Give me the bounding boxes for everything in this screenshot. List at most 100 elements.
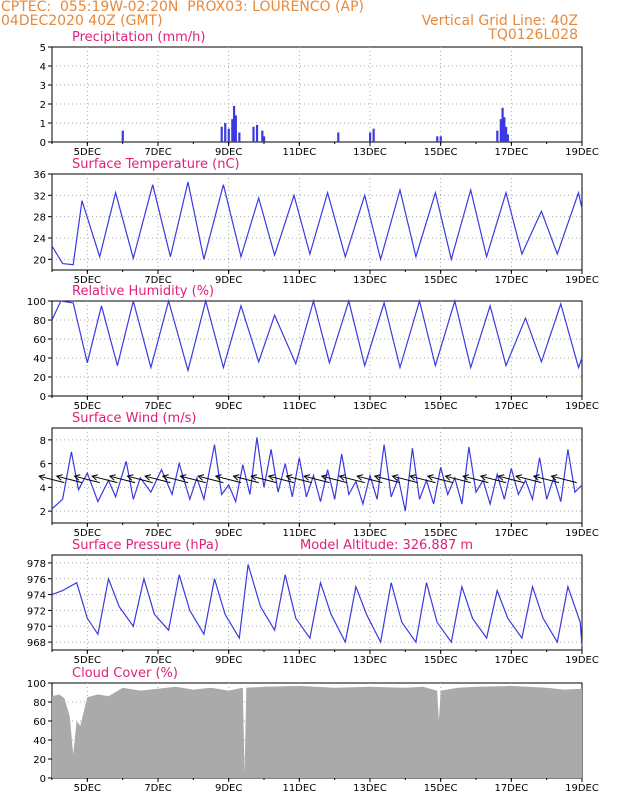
wind-arrow-shaft <box>339 475 365 484</box>
panel-1-xtick-label: 9DEC <box>215 275 242 286</box>
wind-arrow-head <box>55 474 63 481</box>
panel-0-xtick-label: 17DEC <box>494 147 528 158</box>
panel-2-ytick-label: 80 <box>33 316 46 327</box>
panel-1-ytick-label: 20 <box>33 255 46 266</box>
wind-arrow-shaft <box>233 475 259 484</box>
panel-3-xtick-label: 11DEC <box>282 528 316 539</box>
panel-2-xtick-label: 5DEC <box>74 401 101 412</box>
panel-4-xtick-label: 7DEC <box>144 655 171 666</box>
panel-4-ytick-label: 968 <box>27 638 46 649</box>
panel-0-ytick-label: 4 <box>40 62 46 73</box>
wind-arrow-head <box>479 474 487 481</box>
panel-5-ytick-label: 40 <box>33 736 46 747</box>
precip-bar <box>234 115 237 142</box>
wind-arrow-head <box>373 474 381 481</box>
panel-2-frame <box>51 300 583 397</box>
panel-1-ytick-label: 28 <box>33 213 46 224</box>
panel-4-xtick-label: 19DEC <box>565 655 599 666</box>
wind-arrow-head <box>444 474 452 481</box>
panel-1-frame <box>51 173 583 271</box>
precip-bar <box>503 117 506 142</box>
panel-5-xtick-label: 11DEC <box>282 783 316 794</box>
panel-4-xtick-label: 9DEC <box>215 655 242 666</box>
panel-4-xtick-label: 5DEC <box>74 655 101 666</box>
panel-5-xtick-label: 19DEC <box>565 783 599 794</box>
wind-arrow-shaft <box>516 475 542 484</box>
precip-bar <box>263 136 266 142</box>
wind-arrow-head <box>356 474 364 481</box>
panel-1-xtick-label: 15DEC <box>424 275 458 286</box>
panel-2-ytick-label: 40 <box>33 354 46 365</box>
wind-arrow-shaft <box>56 475 83 484</box>
wind-arrow-head <box>73 474 81 481</box>
wind-arrow-shaft <box>39 475 65 484</box>
panel-5-ytick-label: 0 <box>40 774 46 785</box>
wind-arrow-shaft <box>392 475 418 484</box>
precip-bar <box>439 136 442 142</box>
wind-arrow-head <box>250 474 258 481</box>
precip-bar <box>220 126 223 142</box>
wind-arrow-shaft <box>109 475 136 484</box>
panel-4-ytick-label: 978 <box>27 559 46 570</box>
panel-0-ytick-label: 1 <box>40 119 46 130</box>
panel-1-series-line <box>51 181 583 266</box>
wind-arrow-head <box>497 474 505 481</box>
panel-1-xtick-label: 17DEC <box>494 275 528 286</box>
panel-3-xtick-label: 5DEC <box>74 528 101 539</box>
panel-2-xtick-label: 9DEC <box>215 401 242 412</box>
wind-arrow-shaft <box>127 475 153 484</box>
wind-arrow-head <box>391 474 399 481</box>
panel-5-xtick-label: 13DEC <box>353 783 387 794</box>
panel-0-xtick-label: 7DEC <box>144 147 171 158</box>
precip-bar <box>496 130 499 142</box>
precip-bar <box>252 126 255 142</box>
wind-arrow-shaft <box>427 475 454 484</box>
panel-3-xtick-label: 19DEC <box>565 528 599 539</box>
precip-bar <box>506 134 509 142</box>
panel-4-series-line <box>51 564 583 647</box>
wind-arrow-head <box>426 474 434 481</box>
wind-arrow-shaft <box>463 475 489 484</box>
panel-0-xtick-label: 15DEC <box>424 147 458 158</box>
precip-bar <box>232 105 236 142</box>
header-date-line: 04DEC2020 40Z (GMT) <box>1 13 163 29</box>
wind-arrow-head <box>338 474 346 481</box>
wind-arrow-head <box>144 474 152 481</box>
panel-2-ytick-label: 100 <box>27 297 46 308</box>
wind-arrow-shaft <box>286 475 312 484</box>
panel-3-xtick-label: 15DEC <box>424 528 458 539</box>
wind-arrow-head <box>462 474 470 481</box>
panel-0-xtick-label: 11DEC <box>282 147 316 158</box>
panel-2-ytick-label: 0 <box>40 392 46 403</box>
panel-2-xtick-label: 11DEC <box>282 401 316 412</box>
panel-4-xtick-label: 11DEC <box>282 655 316 666</box>
precip-bar <box>499 119 502 142</box>
wind-arrow-head <box>179 474 187 481</box>
precip-bar <box>337 132 340 142</box>
wind-arrow-head <box>320 474 328 481</box>
precip-bar <box>436 136 439 142</box>
panel-0-title: Precipitation (mm/h) <box>72 30 205 45</box>
wind-arrow-shaft <box>533 475 560 484</box>
wind-arrow-shaft <box>268 475 295 484</box>
panel-1-ytick-label: 36 <box>33 170 46 181</box>
panel-5-ytick-label: 80 <box>33 698 46 709</box>
panel-0-xtick-label: 9DEC <box>215 147 242 158</box>
panel-2-series-line <box>51 298 583 373</box>
precip-bar <box>238 132 241 142</box>
wind-arrow-head <box>550 474 558 481</box>
wind-arrow-head <box>285 474 293 481</box>
wind-arrow-head <box>232 474 240 481</box>
wind-arrow-head <box>532 474 540 481</box>
panel-3-ytick-label: 4 <box>40 483 46 494</box>
precip-bar <box>369 132 372 142</box>
wind-arrow-shaft <box>321 475 348 484</box>
panel-0-ytick-label: 0 <box>40 138 46 149</box>
precip-bar <box>121 130 124 142</box>
panel-4-xtick-label: 15DEC <box>424 655 458 666</box>
panel-3-frame <box>51 427 583 524</box>
panel-2-xtick-label: 17DEC <box>494 401 528 412</box>
wind-arrow-shaft <box>162 475 189 484</box>
wind-arrow-head <box>108 474 116 481</box>
